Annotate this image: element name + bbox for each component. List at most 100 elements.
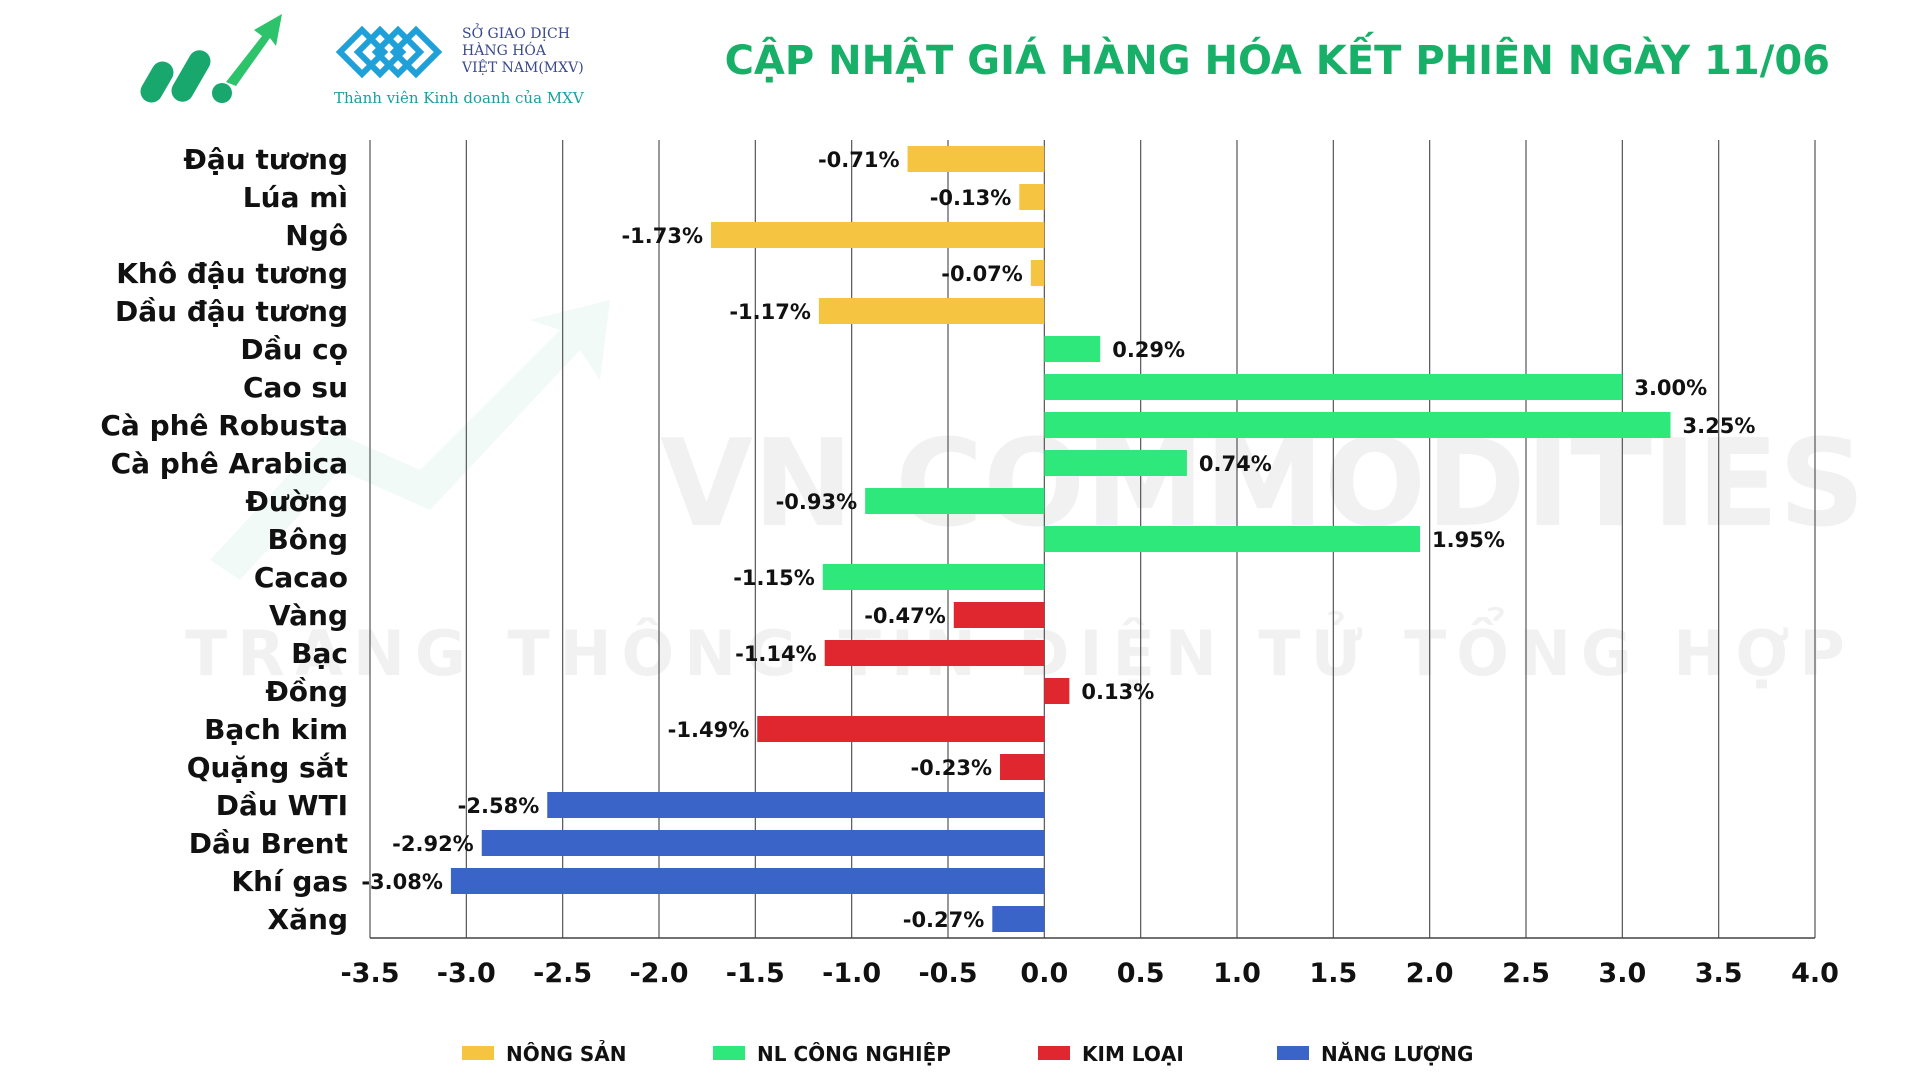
value-label: 0.74% (1199, 452, 1272, 476)
exchange-name-line1: SỞ GIAO DỊCH (462, 22, 570, 42)
bar (1044, 336, 1101, 362)
category-label: Đường (245, 485, 348, 518)
category-label: Cao su (243, 371, 348, 404)
category-label: Khí gas (231, 865, 348, 898)
bar (711, 222, 1045, 248)
growth-logo-icon (140, 14, 282, 103)
value-label: -1.14% (735, 642, 817, 666)
legend-swatch (462, 1046, 494, 1060)
category-label: Bông (267, 523, 348, 556)
bar (1030, 260, 1045, 286)
member-tagline: Thành viên Kinh doanh của MXV (334, 89, 585, 107)
bar (865, 488, 1045, 514)
category-label: Dầu cọ (240, 333, 348, 366)
category-label: Dầu WTI (216, 789, 348, 822)
bar (1000, 754, 1045, 780)
x-tick-label: 2.5 (1502, 958, 1550, 989)
bar (1044, 450, 1187, 476)
legend-swatch (713, 1046, 745, 1060)
chart-bars (450, 146, 1671, 932)
page-title: CẬP NHẬT GIÁ HÀNG HÓA KẾT PHIÊN NGÀY 11/… (725, 30, 1830, 84)
x-tick-label: 0.0 (1020, 958, 1068, 989)
category-label: Dầu Brent (189, 827, 348, 860)
bar (481, 830, 1045, 856)
bar (953, 602, 1045, 628)
value-label: 0.29% (1112, 338, 1185, 362)
bar (992, 906, 1045, 932)
legend-swatch (1277, 1046, 1309, 1060)
value-label: -1.15% (733, 566, 815, 590)
legend-label: NĂNG LƯỢNG (1321, 1042, 1473, 1066)
category-label: Vàng (269, 599, 348, 632)
x-tick-label: 3.0 (1598, 958, 1646, 989)
bar (907, 146, 1045, 172)
header: SỞ GIAO DỊCH HÀNG HÓA VIỆT NAM(MXV) Thàn… (140, 14, 1830, 107)
category-label: Đậu tương (183, 143, 348, 176)
category-label: Ngô (285, 219, 348, 252)
category-label: Cà phê Robusta (100, 409, 348, 442)
category-labels: Đậu tương Lúa mì Ngô Khô đậu tương Dầu đậu t… (100, 143, 348, 936)
category-label: Quặng sắt (187, 751, 348, 784)
value-label: -0.23% (910, 756, 992, 780)
value-label: -0.93% (776, 490, 858, 514)
bar (1044, 678, 1070, 704)
legend: NÔNG SẢN NL CÔNG NGHIỆP KIM LOẠI NĂNG LƯỢNG (462, 1041, 1473, 1066)
x-tick-label: 3.5 (1695, 958, 1743, 989)
bar (547, 792, 1045, 818)
x-tick-label: 0.5 (1117, 958, 1165, 989)
value-label: -1.49% (668, 718, 750, 742)
bar (824, 640, 1045, 666)
legend-label: NL CÔNG NGHIỆP (757, 1042, 951, 1066)
category-label: Khô đậu tương (116, 257, 348, 290)
legend-label: KIM LOẠI (1082, 1042, 1184, 1066)
x-tick-label: -0.5 (918, 958, 977, 989)
category-label: Cà phê Arabica (111, 447, 348, 480)
x-tick-label: -3.0 (437, 958, 496, 989)
mxv-logo-icon (335, 25, 443, 79)
category-label: Đồng (265, 675, 348, 708)
x-tick-label: -2.0 (629, 958, 688, 989)
value-label: -0.07% (941, 262, 1023, 286)
value-label: -2.92% (392, 832, 474, 856)
exchange-name-line3: VIỆT NAM(MXV) (461, 58, 584, 76)
value-label: -3.08% (361, 870, 443, 894)
bar (1044, 412, 1671, 438)
x-tick-label: 4.0 (1791, 958, 1839, 989)
x-axis-ticks: -3.5 -3.0 -2.5 -2.0 -1.5 -1.0 -0.5 0.0 0.5 1.0 1.5… (340, 958, 1838, 989)
bar (450, 868, 1045, 894)
bar (1044, 374, 1623, 400)
bar (1019, 184, 1045, 210)
category-label: Cacao (254, 561, 348, 594)
bar (822, 564, 1045, 590)
x-tick-label: -1.0 (822, 958, 881, 989)
x-tick-label: -1.5 (726, 958, 785, 989)
category-label: Xăng (268, 903, 348, 936)
value-label: -0.47% (864, 604, 946, 628)
value-label: -1.73% (621, 224, 703, 248)
category-label: Dầu đậu tương (115, 295, 348, 328)
legend-label: NÔNG SẢN (506, 1041, 626, 1066)
value-label: -0.27% (903, 908, 985, 932)
value-label: 3.25% (1683, 414, 1756, 438)
bar (757, 716, 1045, 742)
category-label: Lúa mì (243, 181, 348, 214)
value-label: 0.13% (1081, 680, 1154, 704)
watermark-logo-arrow (210, 300, 610, 580)
value-labels: -0.71% -0.13% -1.73% -0.07% -1.17% 0.29% 3.00%… (361, 148, 1755, 932)
value-label: -1.17% (729, 300, 811, 324)
bar (1044, 526, 1421, 552)
value-label: 3.00% (1634, 376, 1707, 400)
category-label: Bạch kim (204, 713, 348, 746)
legend-swatch (1038, 1046, 1070, 1060)
x-tick-label: 2.0 (1406, 958, 1454, 989)
bar (818, 298, 1045, 324)
value-label: 1.95% (1432, 528, 1505, 552)
exchange-name-line2: HÀNG HÓA (462, 41, 547, 59)
x-tick-label: -2.5 (533, 958, 592, 989)
x-tick-label: 1.5 (1309, 958, 1357, 989)
value-label: -0.13% (930, 186, 1012, 210)
value-label: -0.71% (818, 148, 900, 172)
category-label: Bạc (291, 637, 348, 670)
